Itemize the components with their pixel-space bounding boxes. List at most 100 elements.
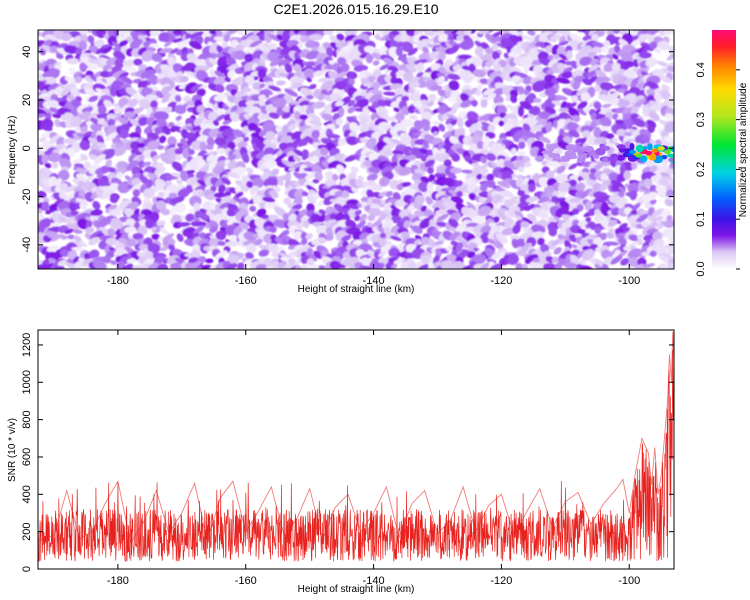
heatmap-cell (188, 40, 203, 50)
heatmap-cell (87, 35, 95, 44)
colorbar: 0.0 0.1 0.2 0.3 0.4 Normalized spectral ampl… (695, 30, 749, 277)
heatmap-cell (603, 40, 611, 48)
heatmap-cell (437, 52, 447, 61)
heatmap-cell (348, 78, 355, 86)
heatmap-cell (119, 71, 129, 79)
heatmap-feature-cell (595, 147, 606, 156)
heatmap-cell (194, 65, 209, 72)
heatmap-feature-cell (616, 144, 626, 149)
heatmap-cell (257, 68, 267, 80)
heatmap-cell (614, 44, 621, 54)
heatmap-peak-cell (629, 149, 636, 155)
heatmap-feature-cell (548, 152, 557, 158)
heatmap-cell (474, 40, 484, 49)
heatmap-cell (38, 32, 46, 38)
heatmap-cell (133, 58, 143, 66)
heatmap-cell (437, 75, 445, 83)
heatmap-y-axis-label: Frequency (Hz) (7, 116, 18, 185)
heatmap-x-axis-label: Height of straight line (km) (298, 284, 415, 295)
heatmap-y-tick-label: 0 (21, 145, 33, 151)
heatmap-cell (591, 33, 599, 43)
heatmap-cell (149, 30, 160, 37)
heatmap-cell (172, 30, 183, 36)
heatmap-cell (558, 53, 569, 61)
snr-x-axis-label: Height of straight line (km) (298, 584, 415, 595)
heatmap-x-tick-label: -120 (490, 275, 512, 287)
colorbar-tick-label: 0.4 (695, 62, 707, 77)
heatmap-cell (172, 37, 185, 43)
heatmap-x-tick-label: -180 (107, 275, 129, 287)
heatmap-cell (87, 65, 99, 71)
heatmap-cell (336, 30, 343, 35)
heatmap-cell (293, 63, 302, 73)
heatmap-cell (63, 45, 79, 54)
heatmap-y-tick-label: -40 (21, 237, 33, 253)
snr-y-tick-label: 1000 (21, 370, 33, 394)
heatmap-cell (405, 63, 417, 73)
heatmap-cell (151, 53, 163, 62)
heatmap-cell (223, 34, 231, 43)
heatmap-peak-cell (664, 149, 672, 155)
heatmap-cell (79, 30, 89, 36)
heatmap-cell (299, 87, 314, 98)
heatmap-cell (325, 47, 334, 58)
heatmap-cell (252, 81, 263, 92)
heatmap-cell (227, 70, 235, 79)
heatmap-cell (364, 45, 376, 54)
heatmap-cell (225, 56, 237, 66)
heatmap-cell (383, 57, 394, 66)
heatmap-cell (527, 30, 536, 36)
heatmap-cell (167, 56, 177, 67)
heatmap-cell (30, 127, 38, 133)
heatmap-cell (213, 76, 227, 86)
heatmap-cell (555, 77, 571, 84)
heatmap-cell (308, 34, 323, 41)
heatmap-cell (149, 43, 160, 48)
heatmap-cell (367, 30, 374, 31)
heatmap-cell (395, 46, 403, 56)
heatmap-cell (474, 46, 484, 57)
heatmap-cell (114, 57, 125, 69)
heatmap-cell (312, 41, 320, 48)
heatmap-cell (566, 50, 573, 60)
heatmap-cell (390, 70, 398, 78)
heatmap-cell (612, 53, 619, 60)
heatmap-cell (60, 23, 71, 30)
heatmap-cell (645, 57, 658, 68)
heatmap-cell (209, 45, 219, 55)
snr-x-tick-label: -160 (235, 575, 257, 587)
heatmap-cell (116, 35, 124, 43)
heatmap-cell (379, 64, 389, 71)
heatmap-y-tick-label: 20 (21, 94, 33, 106)
heatmap-cell (353, 64, 368, 72)
heatmap-cell (405, 30, 417, 37)
heatmap-cell (241, 20, 251, 31)
heatmap-cell (208, 57, 218, 65)
heatmap-cell (140, 30, 149, 31)
heatmap-cell (195, 20, 208, 30)
heatmap-cell (515, 77, 526, 85)
heatmap-cell (564, 30, 571, 37)
heatmap-cell (255, 30, 267, 37)
heatmap-cell (558, 40, 569, 46)
heatmap-cell (579, 56, 592, 66)
heatmap-cell (484, 47, 494, 55)
heatmap-cell (215, 84, 225, 93)
heatmap-cell (233, 50, 247, 61)
heatmap-cell (666, 51, 674, 61)
heatmap-cell (371, 52, 383, 61)
heatmap-cell (186, 53, 198, 62)
heatmap-cell (460, 39, 474, 50)
heatmap-feature-cell (647, 143, 653, 151)
heatmap-cell (449, 44, 460, 54)
heatmap-cell (458, 54, 473, 60)
heatmap-cell (477, 30, 490, 35)
heatmap-y-tick-label: -20 (21, 189, 33, 205)
heatmap-cell (172, 63, 185, 75)
heatmap-cell (47, 67, 60, 79)
heatmap-feature-cell (666, 153, 674, 158)
heatmap-cell (630, 39, 641, 48)
heatmap-cell (294, 23, 308, 30)
heatmap-cell (638, 51, 652, 59)
